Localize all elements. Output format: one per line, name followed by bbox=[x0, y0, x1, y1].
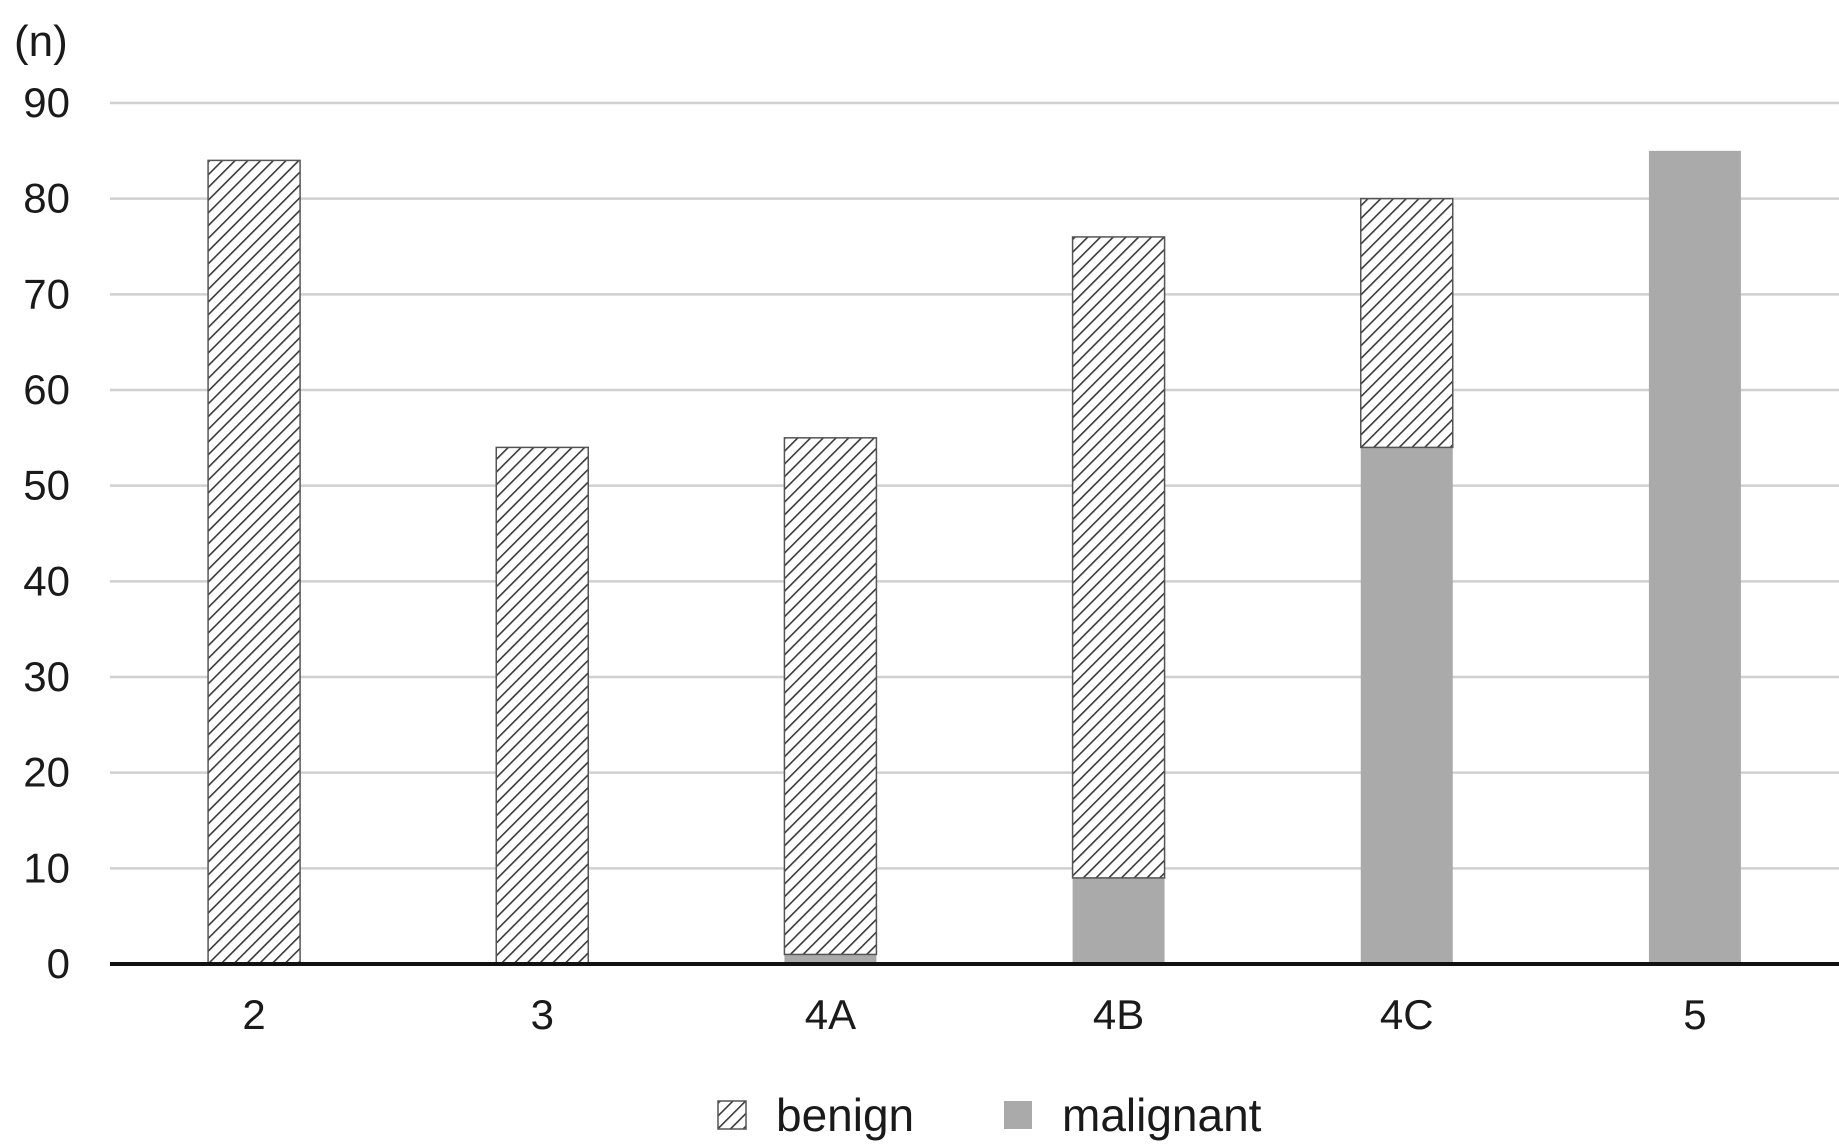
x-tick-label-2: 2 bbox=[242, 991, 265, 1038]
axes: 0 10 20 30 40 50 60 70 80 90 2 3 4A 4B 4C 5 bbox=[23, 79, 1839, 1038]
bar-benign-4C bbox=[1360, 197, 1454, 449]
legend-label-benign: benign bbox=[776, 1089, 914, 1141]
y-tick-label-0: 0 bbox=[47, 940, 70, 987]
legend-label-malignant: malignant bbox=[1062, 1089, 1262, 1141]
y-tick-label-80: 80 bbox=[23, 175, 70, 222]
y-tick-label-60: 60 bbox=[23, 366, 70, 413]
bar-benign-4B bbox=[1071, 236, 1166, 879]
y-tick-label-20: 20 bbox=[23, 749, 70, 796]
x-tick-label-4C: 4C bbox=[1380, 991, 1434, 1038]
bar-malignant-4B bbox=[1072, 877, 1165, 964]
y-unit-label: (n) bbox=[14, 17, 68, 66]
y-tick-label-30: 30 bbox=[23, 653, 70, 700]
bar-benign-2 bbox=[207, 159, 301, 965]
y-tick-label-70: 70 bbox=[23, 270, 70, 317]
y-tick-label-40: 40 bbox=[23, 557, 70, 604]
gridlines bbox=[110, 101, 1839, 870]
bars bbox=[207, 150, 1741, 965]
x-tick-label-4A: 4A bbox=[805, 991, 856, 1038]
bar-malignant-5 bbox=[1648, 150, 1741, 965]
x-tick-label-3: 3 bbox=[531, 991, 554, 1038]
legend-swatch-benign bbox=[717, 1100, 747, 1130]
legend: benign malignant bbox=[717, 1089, 1262, 1141]
x-tick-label-5: 5 bbox=[1683, 991, 1706, 1038]
y-tick-label-50: 50 bbox=[23, 462, 70, 509]
bar-benign-3 bbox=[495, 446, 589, 965]
bar-benign-4A bbox=[783, 437, 878, 956]
bar-malignant-4A bbox=[784, 954, 877, 964]
bar-malignant-4C bbox=[1360, 447, 1453, 964]
legend-swatch-malignant bbox=[1004, 1101, 1032, 1129]
x-tick-label-4B: 4B bbox=[1093, 991, 1144, 1038]
y-tick-label-10: 10 bbox=[23, 844, 70, 891]
y-tick-label-90: 90 bbox=[23, 79, 70, 126]
